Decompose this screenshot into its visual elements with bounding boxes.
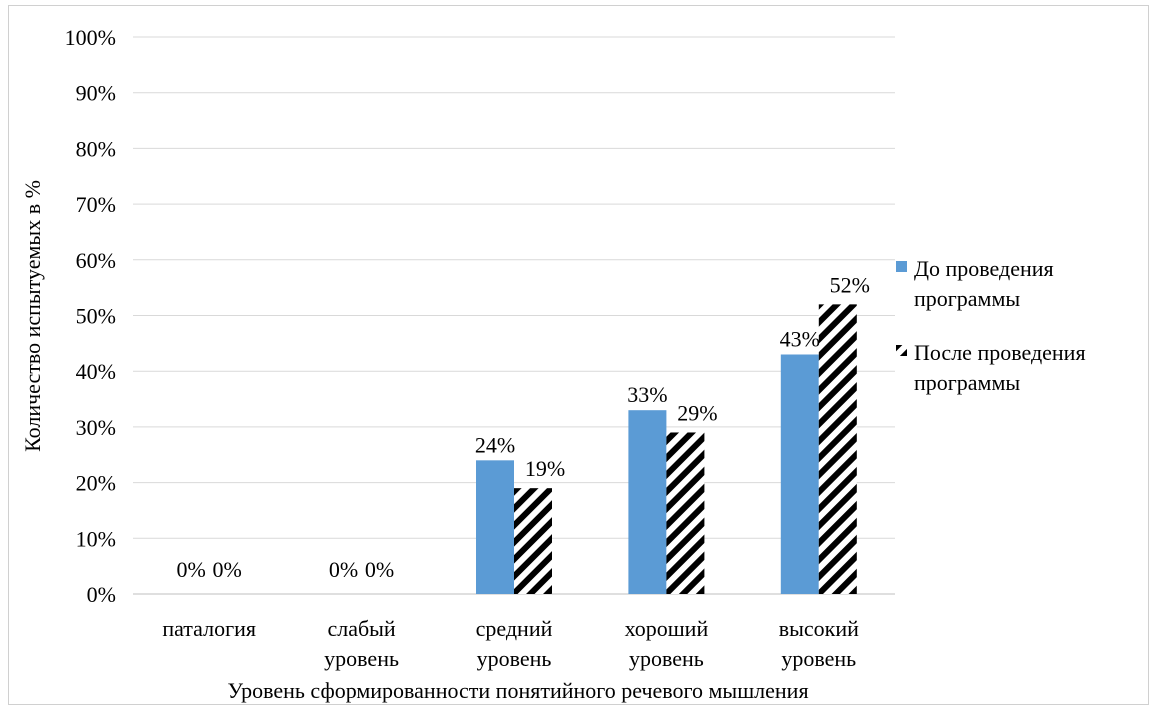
x-tick-label-line: уровень bbox=[629, 646, 704, 671]
legend-swatch bbox=[896, 345, 907, 356]
data-labels: 0% 0% 24% 33% 43% 0% 0% 19% 29% 52% bbox=[177, 272, 870, 582]
y-axis-title: Количество испытуемых в % bbox=[20, 180, 45, 452]
x-tick-label: средний уровень bbox=[476, 616, 553, 671]
y-tick-label: 50% bbox=[76, 304, 116, 329]
bars bbox=[476, 304, 857, 594]
data-label: 0% bbox=[213, 557, 242, 582]
x-tick-label-line: средний bbox=[476, 616, 553, 641]
data-label: 43% bbox=[780, 326, 820, 351]
x-tick-label: высокий уровень bbox=[779, 616, 859, 671]
grid-lines bbox=[133, 36, 895, 539]
data-label: 29% bbox=[677, 400, 717, 425]
x-tick-label-line: слабый bbox=[327, 616, 395, 641]
legend-label: После проведения программы bbox=[914, 340, 1086, 395]
x-tick-label: хороший уровень bbox=[625, 616, 709, 671]
data-label: 0% bbox=[365, 557, 394, 582]
legend-label-line: программы bbox=[914, 370, 1020, 395]
bar bbox=[628, 410, 667, 594]
x-tick-label-line: уровень bbox=[324, 646, 399, 671]
data-label: 52% bbox=[830, 272, 870, 297]
bar bbox=[818, 304, 857, 594]
y-tick-label: 60% bbox=[76, 248, 116, 273]
bar bbox=[780, 354, 819, 594]
legend-item: До проведения программы bbox=[896, 256, 1054, 311]
data-label: 24% bbox=[475, 432, 515, 457]
data-label: 0% bbox=[177, 557, 206, 582]
y-tick-label: 20% bbox=[76, 471, 116, 496]
x-tick-label-line: высокий bbox=[779, 616, 859, 641]
x-tick-label-line: хороший bbox=[625, 616, 709, 641]
x-tick-label: паталогия bbox=[162, 616, 256, 641]
chart-border bbox=[8, 5, 1149, 705]
legend: До проведения программы После проведения пр… bbox=[896, 256, 1086, 395]
y-axis-tick-labels: 0% 10% 20% 30% 40% 50% 60% 70% 80% 90% 100% bbox=[65, 25, 116, 607]
data-label: 19% bbox=[525, 456, 565, 481]
legend-label-line: До проведения bbox=[914, 256, 1054, 281]
y-tick-label: 40% bbox=[76, 359, 116, 384]
bar bbox=[666, 432, 705, 594]
bar bbox=[514, 488, 552, 594]
x-tick-label-line: паталогия bbox=[162, 616, 256, 641]
legend-swatch bbox=[896, 261, 907, 272]
x-axis-title: Уровень сформированности понятийного реч… bbox=[227, 678, 808, 703]
data-label: 0% bbox=[329, 557, 358, 582]
y-tick-label: 0% bbox=[87, 582, 116, 607]
y-tick-label: 80% bbox=[76, 136, 116, 161]
y-tick-label: 10% bbox=[76, 526, 116, 551]
legend-item: После проведения программы bbox=[896, 340, 1086, 395]
data-label: 33% bbox=[627, 382, 667, 407]
bar bbox=[476, 460, 514, 594]
legend-label-line: После проведения bbox=[914, 340, 1086, 365]
x-tick-label-line: уровень bbox=[477, 646, 552, 671]
y-tick-label: 90% bbox=[76, 81, 116, 106]
legend-label-line: программы bbox=[914, 286, 1020, 311]
legend-label: До проведения программы bbox=[914, 256, 1054, 311]
y-tick-label: 70% bbox=[76, 192, 116, 217]
x-tick-label: слабый уровень bbox=[324, 616, 399, 671]
y-tick-label: 100% bbox=[65, 25, 116, 50]
y-tick-label: 30% bbox=[76, 415, 116, 440]
x-tick-label-line: уровень bbox=[781, 646, 856, 671]
